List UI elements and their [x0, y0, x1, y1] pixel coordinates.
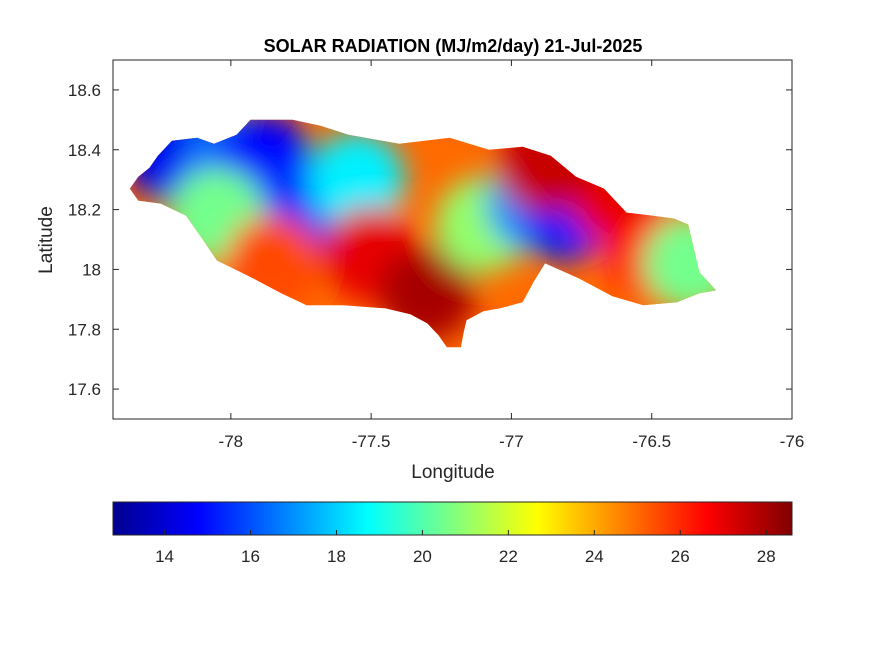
colorbar: [112, 501, 793, 536]
y-tick-label: 17.6: [68, 380, 101, 399]
y-axis-label: Latitude: [36, 206, 57, 274]
y-tick-label: 18.4: [68, 141, 101, 160]
y-tick-label: 18.6: [68, 81, 101, 100]
field-cell-6: [309, 131, 406, 228]
y-axis-ticks: 17.6 17.8 18 18.2 18.4 18.6: [68, 81, 792, 399]
x-tick-label: -76: [780, 432, 805, 451]
colorbar-tick-label: 26: [671, 547, 690, 566]
colorbar-tick-label: 20: [413, 547, 432, 566]
chart-title: SOLAR RADIATION (MJ/m2/day) 21-Jul-2025: [264, 36, 643, 56]
colorbar-tick-label: 14: [155, 547, 174, 566]
y-tick-label: 18.2: [68, 201, 101, 220]
x-tick-label: -76.5: [632, 432, 671, 451]
x-tick-label: -77.5: [352, 432, 391, 451]
x-axis-label: Longitude: [411, 462, 494, 483]
x-tick-label: -78: [219, 432, 244, 451]
colorbar-tick-label: 18: [327, 547, 346, 566]
y-tick-label: 17.8: [68, 320, 101, 339]
x-axis-ticks: -78 -77.5 -77 -76.5 -76: [219, 60, 805, 451]
colorbar-tick-label: 24: [585, 547, 604, 566]
colorbar-tick-label: 28: [757, 547, 776, 566]
colorbar-tick-label: 16: [241, 547, 260, 566]
x-tick-label: -77: [499, 432, 524, 451]
y-tick-label: 18: [82, 260, 101, 279]
colorbar-tick-label: 22: [499, 547, 518, 566]
colorbar-ticks: 14 16 18 20 22 24 26 28: [155, 530, 776, 566]
